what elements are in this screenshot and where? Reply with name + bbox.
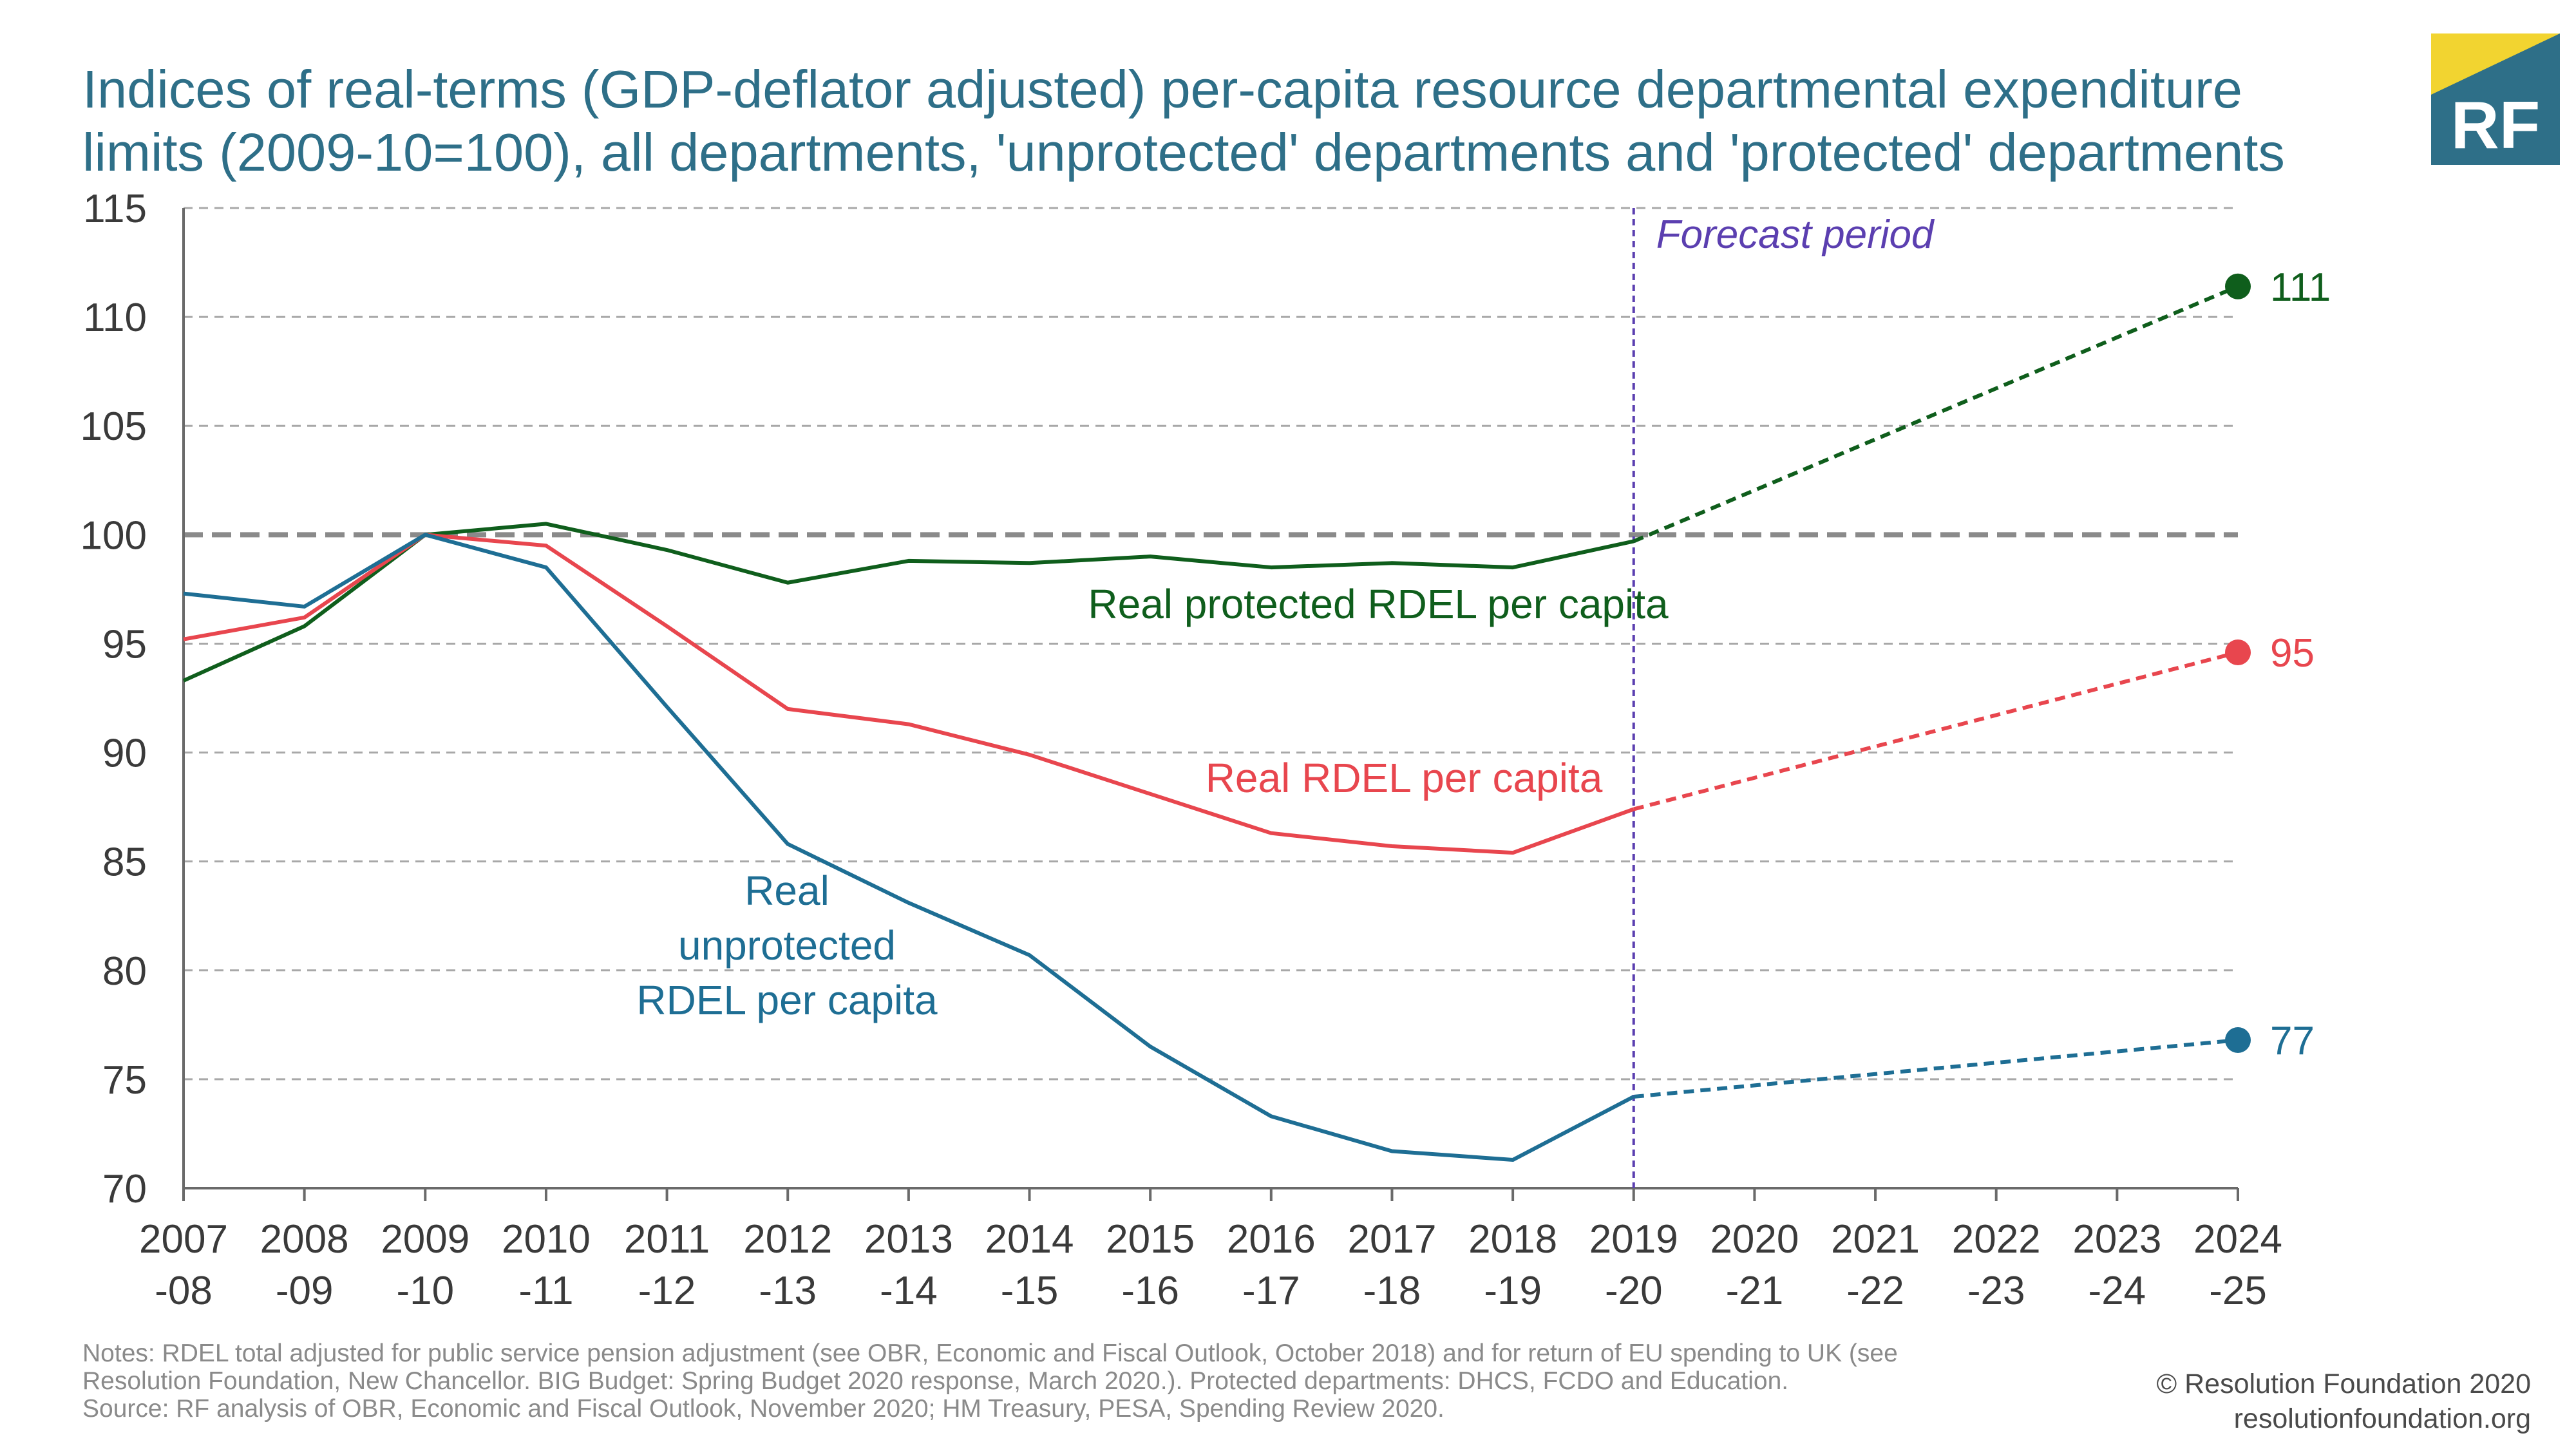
x-tick-label-12-top: 2019	[1589, 1217, 1678, 1262]
x-tick-label-4-bottom: -12	[638, 1269, 696, 1313]
x-tick-label-11-top: 2018	[1468, 1217, 1557, 1262]
x-tick-label-3-top: 2010	[502, 1217, 591, 1262]
y-tick-label-105: 105	[80, 404, 147, 449]
y-tick-label-80: 80	[102, 949, 147, 994]
x-tick-label-1-bottom: -09	[276, 1269, 334, 1313]
forecast-period-label: Forecast period	[1656, 213, 1935, 257]
x-tick-label-9-bottom: -17	[1242, 1269, 1300, 1313]
rf-logo: RF	[2431, 33, 2560, 165]
series-0-line-forecast	[1633, 284, 2239, 544]
x-tick-label-4-top: 2011	[624, 1217, 710, 1262]
series-1-line-forecast	[1633, 650, 2239, 811]
x-tick-label-5-bottom: -13	[759, 1269, 817, 1313]
x-tick-label-5-top: 2012	[743, 1217, 832, 1262]
x-tick-label-13-top: 2020	[1710, 1217, 1799, 1262]
series-2-line-actual	[183, 533, 1635, 1162]
x-tick-label-15-bottom: -23	[1967, 1269, 2025, 1313]
y-tick-label-85: 85	[102, 840, 147, 885]
x-tick-label-7-bottom: -15	[1001, 1269, 1059, 1313]
series-0-end-label: 111	[2270, 265, 2331, 310]
series-2-line-forecast	[1633, 1038, 2239, 1099]
y-tick-label-90: 90	[102, 732, 147, 776]
x-tick-label-17-top: 2024	[2193, 1217, 2282, 1262]
y-tick-label-95: 95	[102, 622, 147, 667]
credit-line-2: resolutionfoundation.org	[2233, 1403, 2531, 1434]
x-tick-label-13-bottom: -21	[1726, 1269, 1784, 1313]
x-tick-label-1-top: 2008	[260, 1217, 349, 1262]
credit: © Resolution Foundation 2020 resolutionf…	[2156, 1367, 2531, 1436]
y-tick-label-110: 110	[83, 296, 147, 340]
x-tick-label-2-top: 2009	[381, 1217, 469, 1262]
x-tick-label-14-bottom: -22	[1846, 1269, 1904, 1313]
series-2-label-line-2: RDEL per capita	[636, 977, 938, 1023]
series-1-end-marker	[2225, 639, 2251, 665]
series-0-end-marker	[2225, 273, 2251, 299]
x-tick-label-14-top: 2021	[1831, 1217, 1920, 1262]
x-tick-label-0-top: 2007	[139, 1217, 228, 1262]
notes-line-1: Notes: RDEL total adjusted for public se…	[82, 1340, 1898, 1367]
series-1-label: Real RDEL per capita	[1206, 755, 1603, 801]
x-tick-label-15-top: 2022	[1952, 1217, 2041, 1262]
notes-line-3: Source: RF analysis of OBR, Economic and…	[82, 1395, 1444, 1423]
x-tick-label-10-bottom: -18	[1363, 1269, 1421, 1313]
x-tick-label-6-top: 2013	[864, 1217, 953, 1262]
x-tick-label-0-bottom: -08	[155, 1269, 213, 1313]
y-tick-label-75: 75	[102, 1058, 147, 1103]
y-tick-label-115: 115	[83, 187, 147, 231]
y-tick-label-70: 70	[102, 1167, 147, 1211]
series-2-end-marker	[2225, 1027, 2251, 1054]
chart-title: Indices of real-terms (GDP-deflator adju…	[82, 59, 2285, 182]
logo-text: RF	[2451, 88, 2541, 163]
x-tick-label-7-top: 2014	[985, 1217, 1074, 1262]
x-tick-label-10-top: 2017	[1348, 1217, 1437, 1262]
x-tick-label-8-top: 2015	[1106, 1217, 1195, 1262]
y-tick-label-100: 100	[80, 513, 147, 558]
series-2-label-line-1: unprotected	[678, 922, 896, 969]
chart-notes: Notes: RDEL total adjusted for public se…	[82, 1340, 2111, 1423]
x-tick-label-9-top: 2016	[1227, 1217, 1316, 1262]
x-tick-label-16-bottom: -24	[2088, 1269, 2146, 1313]
notes-line-2: Resolution Foundation, New Chancellor. B…	[82, 1367, 1789, 1395]
series-1-end-label: 95	[2270, 631, 2315, 676]
x-tick-label-11-bottom: -19	[1484, 1269, 1542, 1313]
x-tick-label-6-bottom: -14	[880, 1269, 938, 1313]
credit-line-1: © Resolution Foundation 2020	[2156, 1368, 2531, 1399]
series-0-label: Real protected RDEL per capita	[1088, 581, 1669, 627]
series-2-label-line-0: Real	[744, 867, 829, 914]
x-tick-label-12-bottom: -20	[1605, 1269, 1663, 1313]
logo-corner	[2431, 33, 2560, 95]
x-tick-label-2-bottom: -10	[396, 1269, 454, 1313]
x-tick-label-3-bottom: -11	[518, 1269, 573, 1313]
x-tick-label-17-bottom: -25	[2209, 1269, 2267, 1313]
series-2-end-label: 77	[2270, 1019, 2315, 1063]
x-tick-label-16-top: 2023	[2072, 1217, 2161, 1262]
x-tick-label-8-bottom: -16	[1121, 1269, 1179, 1313]
